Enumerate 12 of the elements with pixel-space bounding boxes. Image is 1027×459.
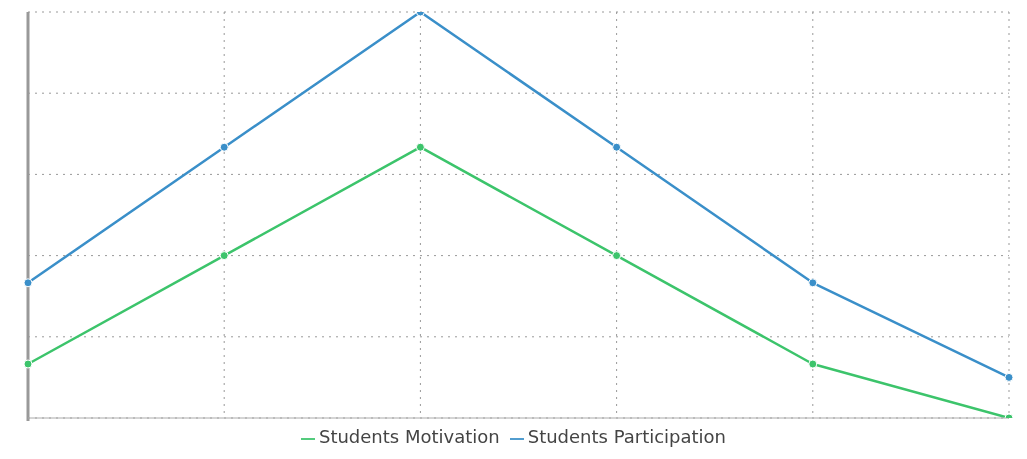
point — [23, 359, 33, 369]
point — [1004, 372, 1014, 382]
point — [219, 251, 229, 261]
point — [23, 278, 33, 288]
point — [808, 278, 818, 288]
point — [612, 251, 622, 261]
legend-label: Students Motivation — [318, 426, 500, 447]
point — [612, 142, 622, 152]
point — [808, 359, 818, 369]
point — [415, 142, 425, 152]
point — [219, 142, 229, 152]
legend-label: Students Participation — [527, 426, 727, 447]
